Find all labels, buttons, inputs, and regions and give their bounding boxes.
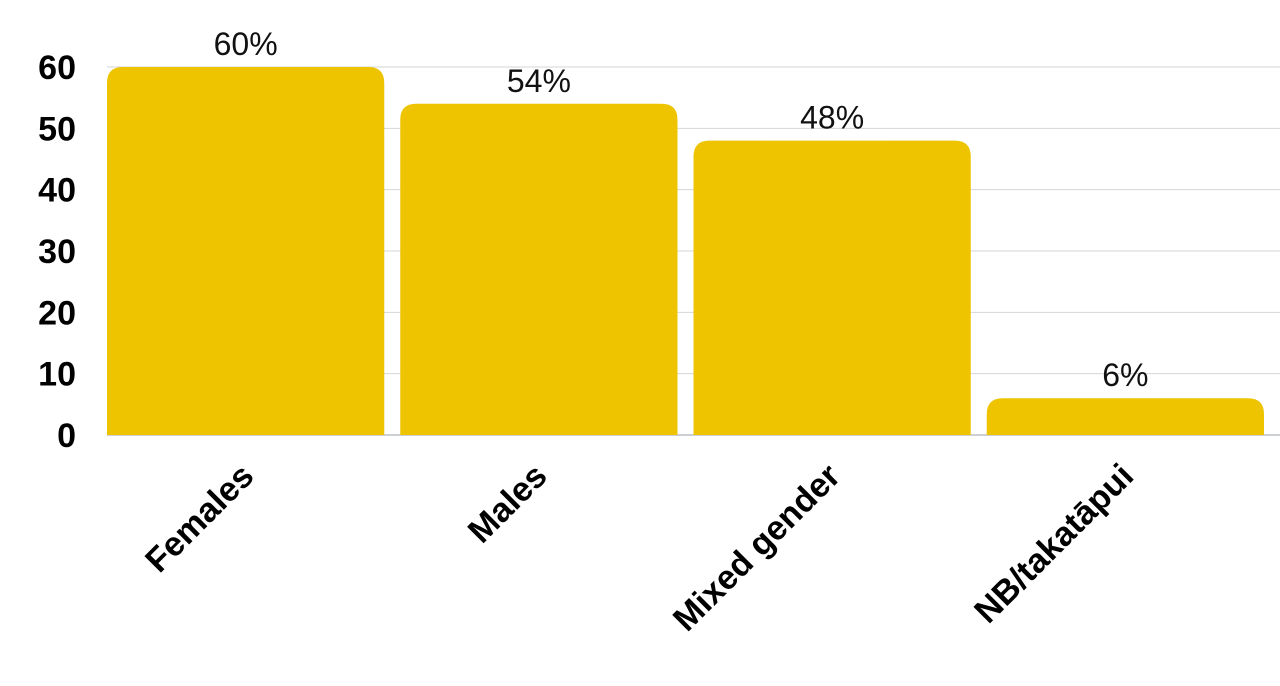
y-tick-label: 20: [38, 294, 76, 332]
data-label: 48%: [800, 100, 864, 136]
y-tick-label: 40: [38, 172, 76, 210]
y-tick-label: 60: [38, 49, 76, 87]
x-tick-label: NB/takatāpui: [967, 457, 1141, 631]
y-tick-label: 0: [57, 417, 76, 455]
y-axis-ticks: 0 10 20 30 40 50 60: [38, 49, 76, 455]
y-tick-label: 10: [38, 356, 76, 394]
bar-mixed-gender: [693, 140, 971, 435]
bars: [107, 67, 1264, 436]
y-tick-label: 50: [38, 110, 76, 148]
data-label: 6%: [1102, 357, 1148, 393]
bar-nb-takat-pui: [986, 398, 1264, 435]
data-labels: 60% 54% 48% 6%: [214, 26, 1149, 393]
y-tick-label: 30: [38, 233, 76, 271]
bar-males: [400, 103, 678, 436]
x-tick-label: Males: [461, 457, 555, 551]
x-tick-label: Mixed gender: [666, 457, 848, 639]
x-axis-ticks: Females Males Mixed gender NB/takatāpui: [138, 457, 1141, 639]
data-label: 60%: [214, 26, 278, 62]
bar-females: [107, 67, 385, 435]
x-tick-label: Females: [138, 457, 261, 580]
data-label: 54%: [507, 63, 571, 99]
